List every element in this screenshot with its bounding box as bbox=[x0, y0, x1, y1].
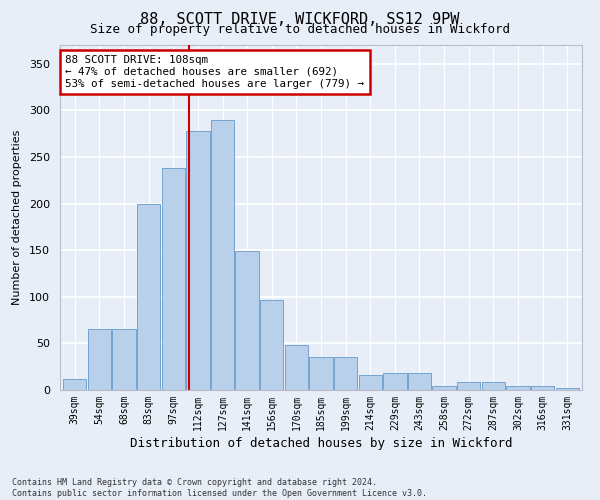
X-axis label: Distribution of detached houses by size in Wickford: Distribution of detached houses by size … bbox=[130, 437, 512, 450]
Bar bbox=[260, 300, 283, 390]
Bar bbox=[383, 373, 407, 390]
Bar bbox=[63, 379, 86, 390]
Bar bbox=[235, 251, 259, 390]
Bar bbox=[408, 373, 431, 390]
Bar bbox=[284, 345, 308, 390]
Y-axis label: Number of detached properties: Number of detached properties bbox=[12, 130, 22, 305]
Text: Contains HM Land Registry data © Crown copyright and database right 2024.
Contai: Contains HM Land Registry data © Crown c… bbox=[12, 478, 427, 498]
Bar bbox=[506, 386, 530, 390]
Text: 88 SCOTT DRIVE: 108sqm
← 47% of detached houses are smaller (692)
53% of semi-de: 88 SCOTT DRIVE: 108sqm ← 47% of detached… bbox=[65, 56, 364, 88]
Bar bbox=[186, 131, 209, 390]
Bar bbox=[310, 358, 332, 390]
Text: Size of property relative to detached houses in Wickford: Size of property relative to detached ho… bbox=[90, 22, 510, 36]
Bar bbox=[211, 120, 234, 390]
Bar bbox=[112, 330, 136, 390]
Bar bbox=[137, 204, 160, 390]
Bar bbox=[531, 386, 554, 390]
Bar bbox=[556, 388, 579, 390]
Text: 88, SCOTT DRIVE, WICKFORD, SS12 9PW: 88, SCOTT DRIVE, WICKFORD, SS12 9PW bbox=[140, 12, 460, 28]
Bar bbox=[457, 382, 481, 390]
Bar bbox=[334, 358, 358, 390]
Bar bbox=[88, 330, 111, 390]
Bar bbox=[482, 382, 505, 390]
Bar bbox=[433, 386, 456, 390]
Bar bbox=[161, 168, 185, 390]
Bar bbox=[359, 375, 382, 390]
